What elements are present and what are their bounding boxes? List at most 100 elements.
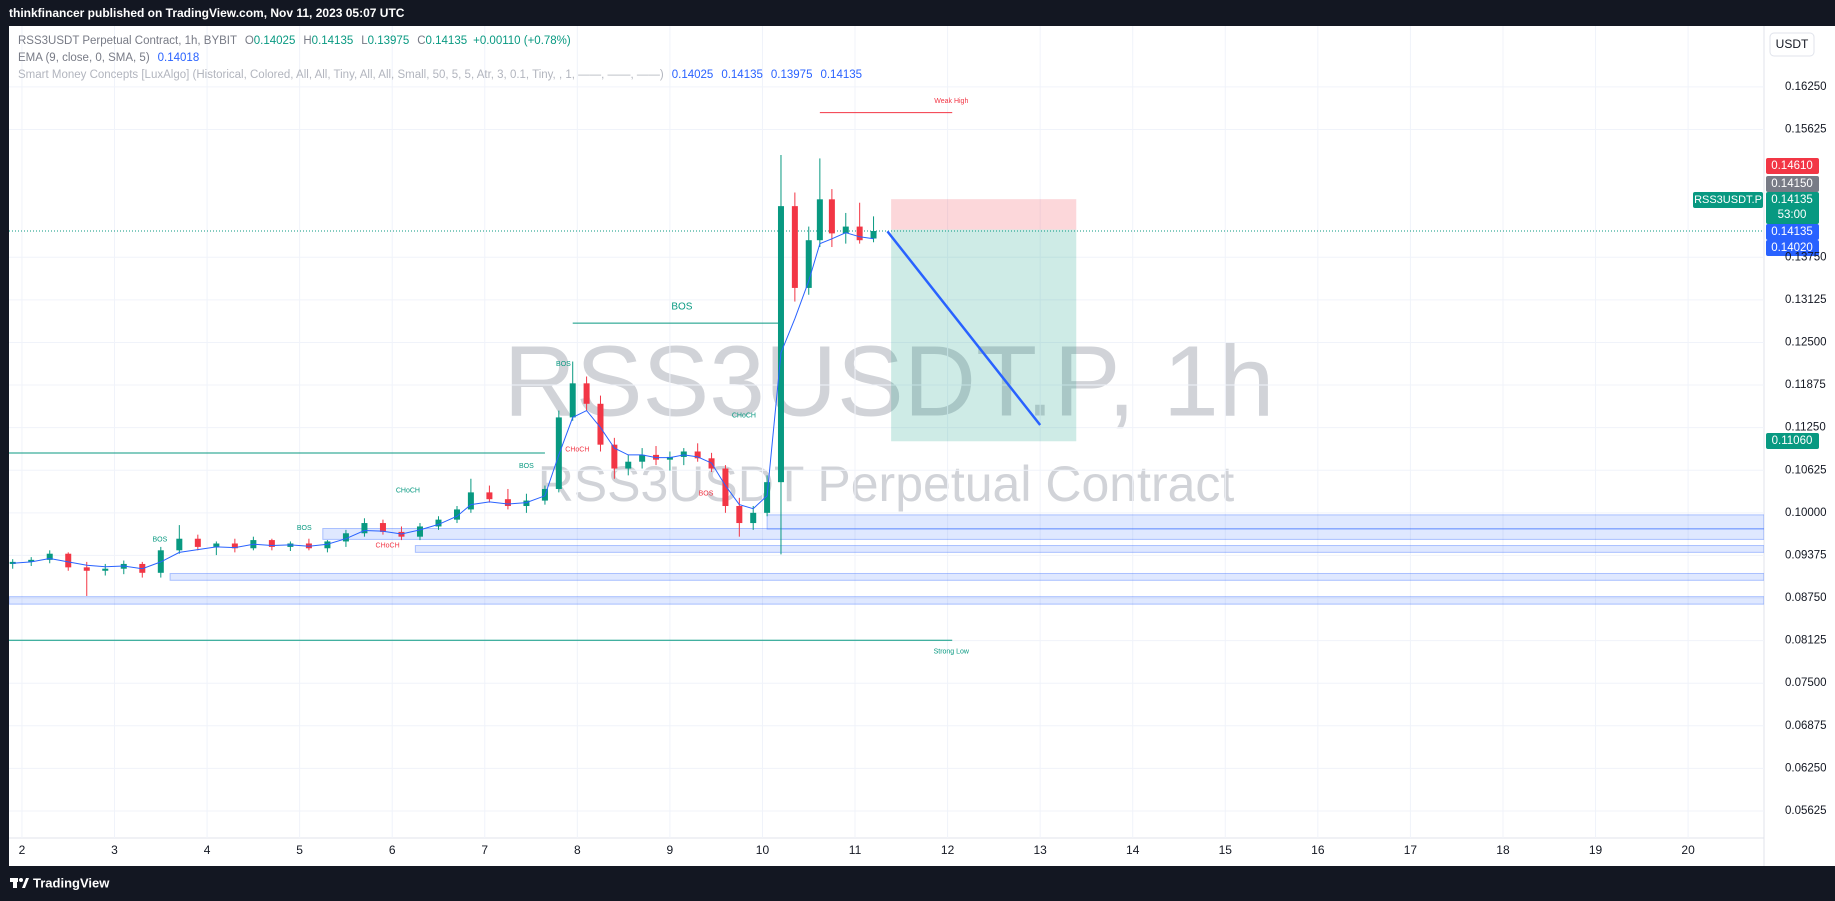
x-tick-label: 10 [756,843,770,857]
demand-zone [414,545,1764,553]
x-tick-label: 20 [1681,843,1695,857]
candle-body [467,492,474,510]
legend-change: +0.00110 (+0.78%) [473,35,571,47]
candle-body [504,499,511,507]
price-label: 0.14150 [1771,178,1813,190]
candle-body [486,492,493,500]
price-label: 0.14610 [1771,160,1813,172]
legend-symbol: RSS3USDT Perpetual Contract, 1h, BYBIT [18,35,237,47]
x-tick-label: 18 [1496,843,1510,857]
y-tick-label: 0.05625 [1785,805,1827,817]
annotation: BOS [671,302,692,313]
projection-line [886,230,1042,426]
legend-smc-value: 0.13975 [771,69,813,81]
candle-body [523,500,530,507]
x-tick-label: 12 [941,843,955,857]
candle-body [65,553,72,568]
candle-body [176,538,183,551]
candle-body [555,417,562,489]
price-label: 0.11060 [1772,435,1813,447]
candle-body [597,403,604,445]
legend-ohlc-key: O [245,35,254,47]
x-tick-label: 6 [389,843,396,857]
legend-line: RSS3USDT Perpetual Contract, 1h, BYBIT O0… [18,35,571,47]
x-tick-label: 16 [1311,843,1325,857]
y-tick-label: 0.11875 [1785,379,1826,391]
candle-body [416,526,423,537]
y-tick-label: 0.12500 [1785,336,1827,348]
candle-body [435,519,442,527]
candle-body [856,226,863,241]
overlay: RSS3USDT Perpetual Contract, 1h, BYBIT O0… [18,35,1819,449]
price-countdown: 53:00 [1778,209,1807,221]
y-tick-label: 0.06250 [1785,762,1827,774]
legend-smc-value: 0.14135 [820,69,862,81]
logo-part [19,878,23,882]
footer-brand: TradingView [33,875,110,890]
candle-body [611,444,618,469]
legend-smc-value: 0.14025 [672,69,714,81]
annotation: CHoCH [565,446,589,453]
logo-part [22,878,29,888]
candle-body [194,538,201,547]
candle-body [791,206,798,288]
footer-bar [0,866,1835,901]
x-tick-label: 19 [1589,843,1603,857]
annotation: CHoCH [396,487,420,494]
annotation: BOS [297,525,312,532]
candle-body [694,451,701,459]
y-tick-label: 0.11250 [1785,422,1826,434]
annotation: Weak High [934,98,968,105]
header-bar [0,0,1835,26]
x-tick-label: 2 [19,843,26,857]
candle-body [569,383,576,418]
annotation: BOS [699,491,714,498]
candle-body [268,540,275,547]
x-tick-label: 8 [574,843,581,857]
candle-body [842,226,849,234]
y-tick-label: 0.16250 [1785,81,1827,93]
legend-smc-value: 0.14135 [721,69,763,81]
legend-ohlc-value: 0.14025 [254,35,296,47]
legend-ohlc-value: 0.13975 [368,35,410,47]
candle-body [28,559,35,562]
x-tick-label: 11 [849,843,862,857]
candle-body [736,506,743,524]
y-tick-label: 0.13750 [1785,251,1827,263]
symbol-tag-box [1693,192,1763,208]
y-tick-label: 0.06875 [1785,720,1827,732]
currency-button-label[interactable]: USDT [1776,37,1809,51]
legend-ohlc-key: H [303,35,311,47]
candle-body [361,523,368,534]
currency-button[interactable] [1769,32,1815,57]
demand-zone [169,572,1764,581]
x-tick-label: 7 [481,843,488,857]
price-label-box [1766,433,1819,449]
candle-body [870,231,877,239]
candle-body [379,523,386,532]
y-tick-label: 0.13125 [1785,294,1827,306]
watermark-title: RSS3USDT.P, 1h [504,325,1275,437]
symbol-tag: RSS3USDT.P [1694,194,1762,206]
candle-body [777,206,784,483]
x-tick-label: 17 [1404,843,1418,857]
candle-body [805,240,812,288]
legend-ohlc-value: 0.14135 [426,35,468,47]
candle-body [46,553,53,560]
candle-body [828,199,835,234]
x-tick-label: 15 [1219,843,1233,857]
demand-zone [322,528,1764,540]
price-label-box [1766,176,1819,192]
x-tick-label: 13 [1033,843,1047,857]
candle-body [102,568,109,571]
y-tick-label: 0.08125 [1785,635,1827,647]
candle-body [666,456,673,460]
candle-body [231,543,238,549]
annotation: BOS [519,463,534,470]
target-zone [891,229,1077,442]
candle-body [324,541,331,549]
candle-body [342,533,349,542]
candle-body [213,543,220,547]
